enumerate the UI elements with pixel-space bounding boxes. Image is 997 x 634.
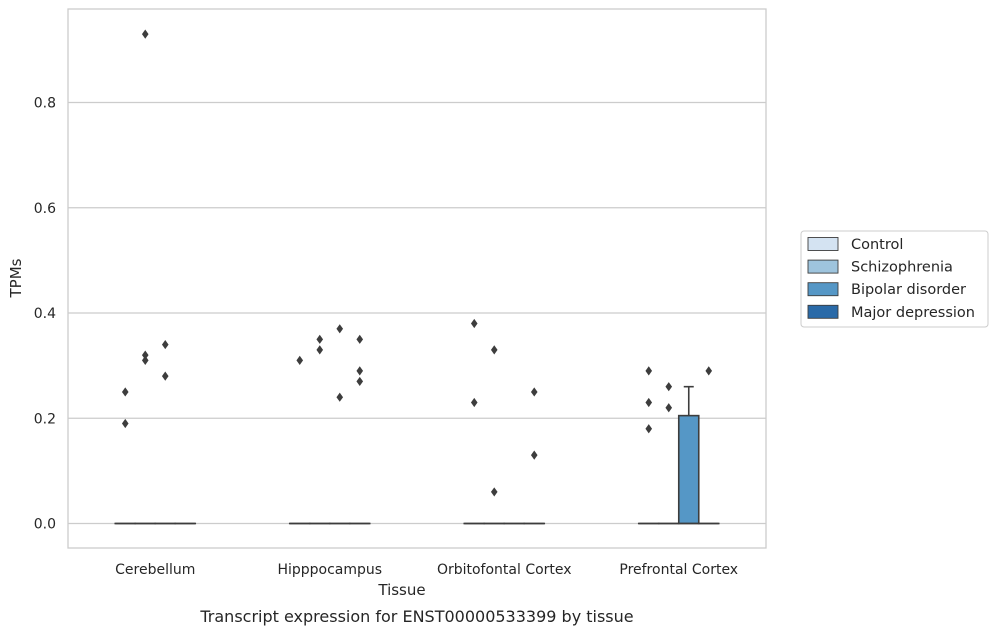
outlier-point xyxy=(316,334,324,344)
outlier-point xyxy=(470,397,478,408)
outlier-point xyxy=(665,403,673,413)
legend-swatch xyxy=(807,237,839,251)
outlier-point xyxy=(141,350,149,360)
box xyxy=(677,414,700,525)
outlier-point xyxy=(161,371,169,381)
y-tick-label: 0.4 xyxy=(34,306,56,322)
x-tick-label: Prefrontal Cortex xyxy=(619,562,738,578)
legend: Control Schizophrenia Bipolar disorder Majo… xyxy=(800,230,989,328)
series-control xyxy=(114,318,660,525)
legend-box xyxy=(800,230,989,328)
y-tick-label: 0.0 xyxy=(34,517,56,533)
x-tick-label: Hipppocampus xyxy=(277,562,382,578)
x-axis-label: Tissue xyxy=(377,581,425,599)
outlier-point xyxy=(356,366,364,376)
legend-label: Bipolar disorder xyxy=(851,282,966,298)
series-major-depression xyxy=(174,334,720,525)
outlier-point xyxy=(645,424,653,434)
outlier-point xyxy=(141,29,149,39)
outlier-point xyxy=(316,345,324,355)
box-plot-series xyxy=(114,29,720,525)
legend-swatch xyxy=(807,304,839,319)
x-tick-labels: Cerebellum Hipppocampus Orbitofontal Corte… xyxy=(115,562,738,578)
outlier-point xyxy=(645,397,653,408)
x-tick-label: Cerebellum xyxy=(115,562,195,578)
legend-label: Major depression xyxy=(851,305,975,321)
legend-swatch xyxy=(807,282,839,297)
plot-frame xyxy=(67,8,767,549)
outlier-point xyxy=(490,487,498,497)
outlier-point xyxy=(665,382,673,392)
legend-label: Schizophrenia xyxy=(851,260,953,276)
outlier-point xyxy=(356,334,364,344)
outlier-point xyxy=(161,339,169,350)
outlier-point xyxy=(121,418,129,429)
y-tick-label: 0.6 xyxy=(34,201,56,217)
legend-swatch xyxy=(807,259,839,274)
outlier-point xyxy=(470,318,478,329)
legend-label: Control xyxy=(851,237,903,253)
x-tick-label: Orbitofontal Cortex xyxy=(437,562,572,578)
y-axis-label: TPMs xyxy=(7,258,25,298)
outlier-point xyxy=(296,355,304,365)
outlier-point xyxy=(645,366,653,376)
outlier-point xyxy=(141,355,149,365)
outlier-point xyxy=(490,345,498,355)
outlier-point xyxy=(336,392,344,402)
outlier-point xyxy=(356,376,364,387)
y-tick-label: 0.2 xyxy=(34,411,56,427)
y-tick-labels: 0.0 0.2 0.4 0.6 0.8 xyxy=(34,96,56,533)
outlier-point xyxy=(530,450,538,460)
outlier-point xyxy=(121,387,129,397)
outlier-point xyxy=(336,324,344,334)
outlier-point xyxy=(530,387,538,397)
chart-caption: Transcript expression for ENST0000053339… xyxy=(199,607,633,626)
y-tick-label: 0.8 xyxy=(34,96,56,112)
outlier-point xyxy=(705,366,713,376)
